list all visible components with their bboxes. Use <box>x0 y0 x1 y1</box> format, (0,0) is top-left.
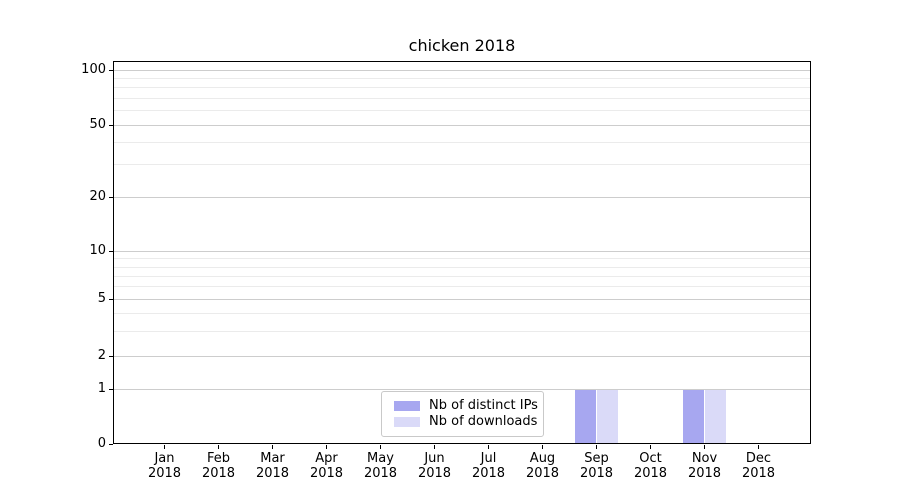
y-minor-gridline <box>114 313 810 314</box>
x-tick-mark <box>218 445 219 449</box>
x-tick-label: May 2018 <box>346 451 416 481</box>
y-minor-gridline <box>114 258 810 259</box>
x-tick-label: Oct 2018 <box>616 451 686 481</box>
y-tick-label: 0 <box>97 436 106 451</box>
y-tick-mark <box>109 356 113 357</box>
y-minor-gridline <box>114 331 810 332</box>
chart-title: chicken 2018 <box>408 36 516 55</box>
y-gridline <box>114 70 810 71</box>
x-tick-label: Dec 2018 <box>724 451 794 481</box>
y-minor-gridline <box>114 98 810 99</box>
x-tick-label-line: Jan <box>154 451 175 466</box>
x-tick-mark <box>758 445 759 449</box>
x-tick-mark <box>650 445 651 449</box>
y-minor-gridline <box>114 267 810 268</box>
x-tick-label: Jun 2018 <box>400 451 470 481</box>
y-tick-mark <box>109 251 113 252</box>
legend-label: Nb of downloads <box>429 414 538 429</box>
y-gridline <box>114 197 810 198</box>
y-tick-label: 10 <box>89 243 106 258</box>
x-tick-label-line: 2018 <box>471 466 506 481</box>
y-gridline <box>114 389 810 390</box>
x-tick-mark <box>596 445 597 449</box>
x-tick-label: Mar 2018 <box>238 451 308 481</box>
y-tick-mark <box>109 299 113 300</box>
y-tick-label: 100 <box>81 62 106 77</box>
x-tick-label-line: 2018 <box>525 466 560 481</box>
bar-downloads <box>596 390 619 444</box>
x-tick-label-line: Feb <box>206 451 231 466</box>
x-tick-label-line: Jun <box>424 451 445 466</box>
y-minor-gridline <box>114 87 810 88</box>
x-tick-mark <box>272 445 273 449</box>
legend-entry: Nb of distinct IPs <box>394 399 543 413</box>
x-tick-label-line: 2018 <box>309 466 344 481</box>
y-tick-mark <box>109 389 113 390</box>
y-tick-mark <box>109 70 113 71</box>
x-tick-label: Aug 2018 <box>508 451 578 481</box>
legend-label: Nb of distinct IPs <box>429 398 538 413</box>
y-tick-label: 2 <box>97 348 106 363</box>
y-minor-gridline <box>114 276 810 277</box>
x-tick-mark <box>164 445 165 449</box>
x-tick-mark <box>434 445 435 449</box>
plot-area <box>113 61 811 444</box>
bar-downloads <box>704 390 727 444</box>
bar-distinct-ips <box>574 390 597 444</box>
x-tick-label-line: 2018 <box>417 466 452 481</box>
x-tick-label-line: Apr <box>315 451 338 466</box>
y-minor-gridline <box>114 110 810 111</box>
x-tick-label-line: Aug <box>529 451 556 466</box>
x-tick-label: Sep 2018 <box>562 451 632 481</box>
y-tick-mark <box>109 125 113 126</box>
x-tick-label: Jan 2018 <box>130 451 200 481</box>
x-tick-label-line: 2018 <box>687 466 722 481</box>
y-gridline <box>114 299 810 300</box>
y-minor-gridline <box>114 164 810 165</box>
x-tick-mark <box>326 445 327 449</box>
x-tick-label-line: Jul <box>480 451 497 466</box>
y-tick-mark <box>109 444 113 445</box>
legend-swatch <box>394 401 420 411</box>
y-tick-label: 50 <box>89 117 106 132</box>
x-tick-label-line: Nov <box>691 451 718 466</box>
y-minor-gridline <box>114 78 810 79</box>
bar-distinct-ips <box>682 390 705 444</box>
y-tick-label: 20 <box>89 189 106 204</box>
y-tick-label: 5 <box>97 291 106 306</box>
x-tick-label: Apr 2018 <box>292 451 362 481</box>
y-tick-label: 1 <box>97 381 106 396</box>
y-minor-gridline <box>114 286 810 287</box>
x-tick-label-line: Mar <box>260 451 285 466</box>
legend-swatch <box>394 417 420 427</box>
x-tick-label-line: 2018 <box>579 466 614 481</box>
x-tick-mark <box>488 445 489 449</box>
legend: Nb of distinct IPs Nb of downloads <box>381 391 544 437</box>
legend-entry: Nb of downloads <box>394 415 543 429</box>
x-tick-label: Feb 2018 <box>184 451 254 481</box>
x-tick-label-line: Oct <box>639 451 662 466</box>
x-tick-mark <box>704 445 705 449</box>
y-gridline <box>114 125 810 126</box>
x-tick-label-line: Dec <box>745 451 772 466</box>
x-tick-mark <box>542 445 543 449</box>
y-gridline <box>114 356 810 357</box>
x-tick-label-line: May <box>367 451 394 466</box>
x-tick-label-line: 2018 <box>201 466 236 481</box>
y-minor-gridline <box>114 142 810 143</box>
x-tick-mark <box>380 445 381 449</box>
x-tick-label-line: Sep <box>584 451 609 466</box>
x-tick-label-line: 2018 <box>741 466 776 481</box>
x-tick-label-line: 2018 <box>363 466 398 481</box>
y-tick-mark <box>109 197 113 198</box>
x-tick-label-line: 2018 <box>147 466 182 481</box>
y-gridline <box>114 251 810 252</box>
x-tick-label: Nov 2018 <box>670 451 740 481</box>
x-tick-label-line: 2018 <box>255 466 290 481</box>
x-tick-label-line: 2018 <box>633 466 668 481</box>
x-tick-label: Jul 2018 <box>454 451 524 481</box>
